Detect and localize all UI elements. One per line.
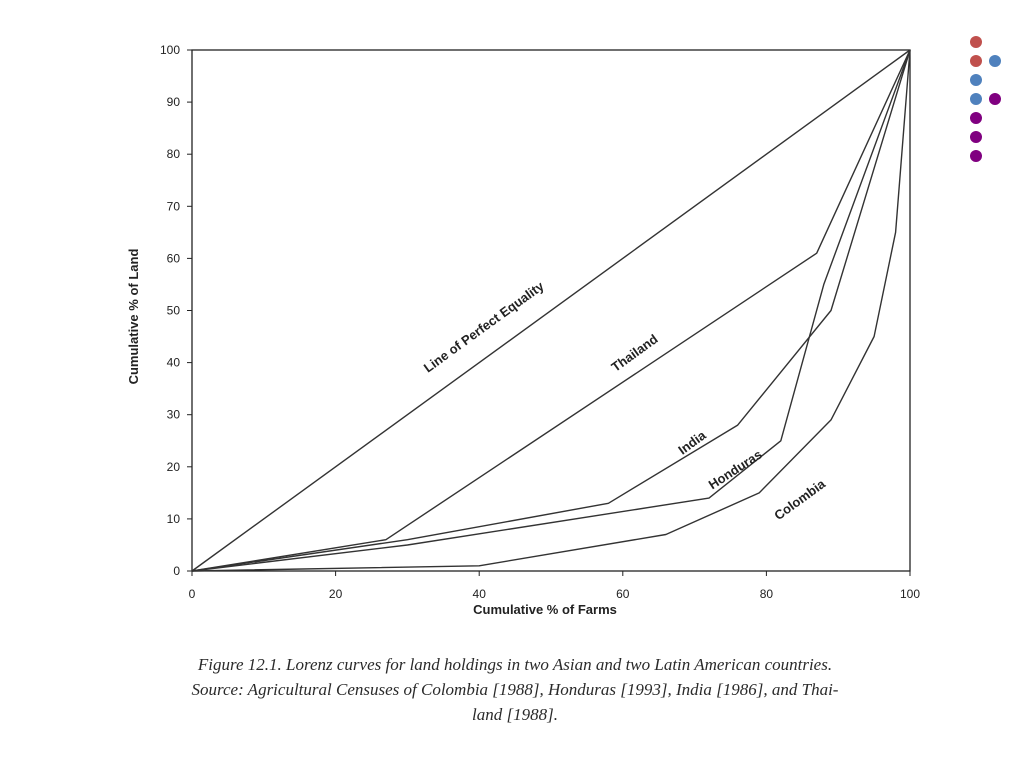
caption-line-2: Source: Agricultural Censuses of Colombi… (191, 680, 839, 699)
x-tick-label: 0 (189, 587, 196, 601)
y-tick-label: 10 (167, 512, 181, 526)
y-tick-label: 0 (173, 564, 180, 578)
series-line-colombia (191, 49, 911, 572)
x-tick-label: 80 (760, 587, 774, 601)
y-tick-label: 60 (167, 251, 181, 265)
decor-dot (989, 55, 1001, 67)
series-line-thailand (191, 49, 911, 572)
x-axis-label: Cumulative % of Farms (473, 602, 617, 617)
y-tick-label: 80 (167, 147, 181, 161)
y-tick-label: 50 (167, 304, 181, 318)
x-tick-label: 100 (900, 587, 920, 601)
series-label-honduras: Honduras (706, 447, 765, 493)
x-tick-label: 60 (616, 587, 630, 601)
decor-dot (970, 112, 982, 124)
lorenz-chart: 0 10 20 30 40 50 60 70 80 90 100 0 20 40 60 80 100 Cumula… (126, 43, 920, 617)
caption-line-3: land [1988]. (472, 705, 558, 724)
y-tick-label: 30 (167, 408, 181, 422)
series-line-honduras (191, 49, 911, 572)
decor-dot (970, 150, 982, 162)
series-line-india (191, 49, 911, 572)
x-tick-label: 40 (473, 587, 487, 601)
caption-line-1: Figure 12.1. Lorenz curves for land hold… (197, 655, 833, 674)
y-tick-label: 70 (167, 199, 181, 213)
decor-dot (970, 74, 982, 86)
decorative-dots (964, 34, 1014, 164)
y-tick-label: 40 (167, 356, 181, 370)
x-tick-label: 20 (329, 587, 343, 601)
decor-dot (970, 55, 982, 67)
decor-dot (970, 131, 982, 143)
decor-dot (989, 93, 1001, 105)
series-line-line-of-perfect-equality (191, 49, 911, 572)
series-label-thailand: Thailand (608, 331, 660, 375)
decor-dot (970, 93, 982, 105)
y-tick-label: 20 (167, 460, 181, 474)
y-axis-label: Cumulative % of Land (126, 249, 141, 385)
y-tick-label: 100 (160, 43, 180, 57)
y-tick-label: 90 (167, 95, 181, 109)
series-label-colombia: Colombia (771, 476, 828, 523)
figure-caption: Figure 12.1. Lorenz curves for land hold… (90, 652, 940, 727)
decor-dot (970, 36, 982, 48)
